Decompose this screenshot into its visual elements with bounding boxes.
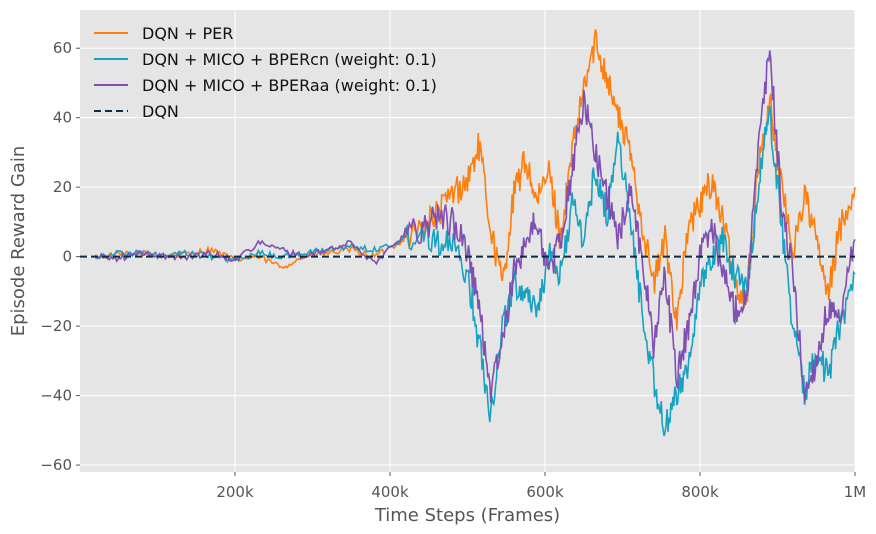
x-axis-ticks: 200k 400k 600k 800k 1M	[216, 472, 866, 501]
legend-label: DQN	[142, 102, 179, 121]
y-tick-label: 20	[53, 178, 72, 196]
y-axis-label: Episode Reward Gain	[8, 146, 29, 337]
x-tick-label: 600k	[526, 483, 564, 501]
y-axis-ticks: 60 40 20 0 −20 −40 −60	[40, 39, 80, 474]
x-tick-label: 800k	[681, 483, 719, 501]
y-tick-label: 60	[53, 39, 72, 57]
y-tick-label: −60	[40, 456, 72, 474]
x-tick-label: 400k	[371, 483, 409, 501]
series-layer	[80, 29, 856, 437]
legend-label: DQN + PER	[142, 24, 233, 43]
x-tick-label: 200k	[216, 483, 254, 501]
y-tick-label: −20	[40, 317, 72, 335]
legend: DQN + PER DQN + MICO + BPERcn (weight: 0.…	[94, 24, 437, 121]
series-line-2	[95, 50, 856, 403]
y-tick-label: 0	[62, 248, 72, 266]
x-axis-label: Time Steps (Frames)	[374, 505, 560, 526]
series-line-1	[95, 105, 856, 437]
y-tick-label: −40	[40, 387, 72, 405]
legend-label: DQN + MICO + BPERaa (weight: 0.1)	[142, 76, 437, 95]
legend-label: DQN + MICO + BPERcn (weight: 0.1)	[142, 50, 437, 69]
x-tick-label: 1M	[844, 483, 867, 501]
y-tick-label: 40	[53, 109, 72, 127]
